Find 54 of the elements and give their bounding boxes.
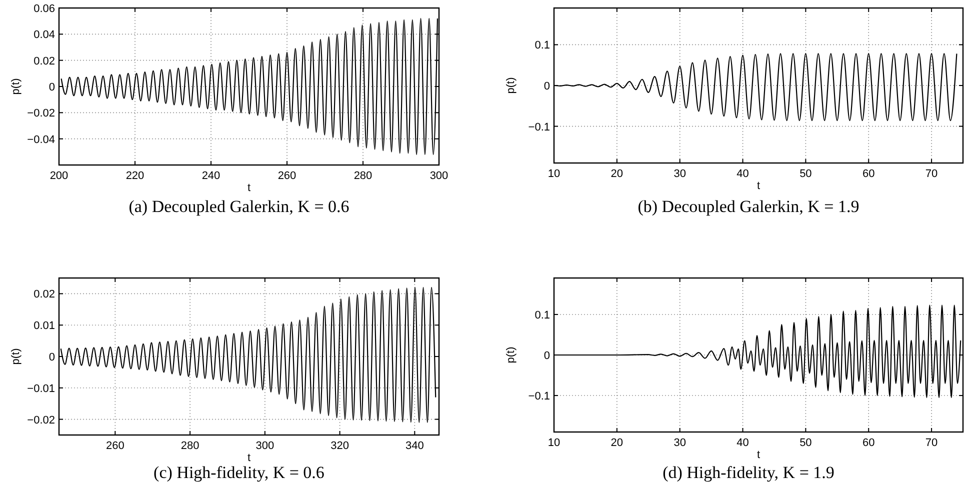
x-tick-label: 200 (50, 170, 68, 182)
x-tick-label: 10 (548, 437, 560, 449)
y-tick-label: 0.02 (34, 288, 55, 301)
y-tick-label: 0 (544, 80, 550, 92)
text: (a) Decoupled Galerkin, K = 0.6 (128, 197, 350, 216)
x-tick-label: 70 (925, 437, 938, 449)
x-tick-label: 220 (126, 170, 144, 182)
y-tick-label: 0.1 (534, 309, 550, 322)
x-tick-label: 300 (256, 440, 274, 452)
y-tick-label: 0 (48, 82, 55, 94)
x-tick-label: 10 (548, 168, 560, 180)
y-tick-label: 0.06 (34, 3, 55, 15)
y-axis-title: p(t) (10, 348, 22, 365)
text: (c) High-fidelity, K = 0.6 (154, 463, 324, 482)
y-tick-label: 0.1 (534, 40, 550, 52)
y-tick-label: 0 (48, 352, 55, 364)
y-tick-label: 0 (544, 350, 550, 362)
y-axis-title: p(t) (505, 346, 517, 364)
x-axis-title: t (247, 182, 251, 194)
x-axis-title: t (756, 180, 760, 192)
x-tick-label: 280 (180, 440, 200, 452)
y-axis-title: p(t) (10, 78, 22, 95)
x-tick-label: 60 (862, 437, 875, 449)
y-tick-label: −0.02 (27, 108, 55, 120)
y-tick-label: −0.1 (528, 121, 550, 134)
x-tick-label: 50 (800, 168, 812, 180)
y-tick-label: 0.02 (34, 55, 55, 68)
x-tick-label: 340 (405, 440, 424, 452)
x-tick-label: 20 (610, 168, 624, 180)
y-tick-label: 0.04 (34, 29, 55, 42)
x-tick-label: 40 (736, 437, 749, 449)
x-tick-label: 280 (354, 170, 372, 182)
x-tick-label: 70 (925, 168, 938, 180)
y-axis-title: p(t) (505, 77, 517, 94)
x-axis-title: t (756, 449, 760, 461)
y-tick-label: −0.02 (27, 414, 55, 426)
text: (b) Decoupled Galerkin, K = 1.9 (638, 197, 860, 216)
text: (d) High-fidelity, K = 1.9 (662, 463, 834, 482)
x-axis-title: t (247, 452, 251, 464)
x-tick-label: 30 (674, 437, 686, 449)
x-tick-label: 260 (106, 440, 124, 452)
x-tick-label: 300 (430, 170, 448, 182)
y-tick-label: −0.04 (27, 134, 55, 146)
y-tick-label: 0.01 (34, 320, 55, 332)
x-tick-label: 30 (674, 168, 686, 180)
x-tick-label: 40 (736, 168, 749, 180)
x-tick-label: 260 (278, 170, 296, 182)
y-tick-label: −0.01 (27, 382, 55, 395)
x-tick-label: 20 (610, 437, 624, 449)
x-tick-label: 50 (800, 437, 812, 449)
x-tick-label: 320 (330, 440, 349, 452)
y-tick-label: −0.1 (528, 390, 550, 403)
x-tick-label: 60 (862, 168, 875, 180)
x-tick-label: 240 (202, 170, 220, 182)
